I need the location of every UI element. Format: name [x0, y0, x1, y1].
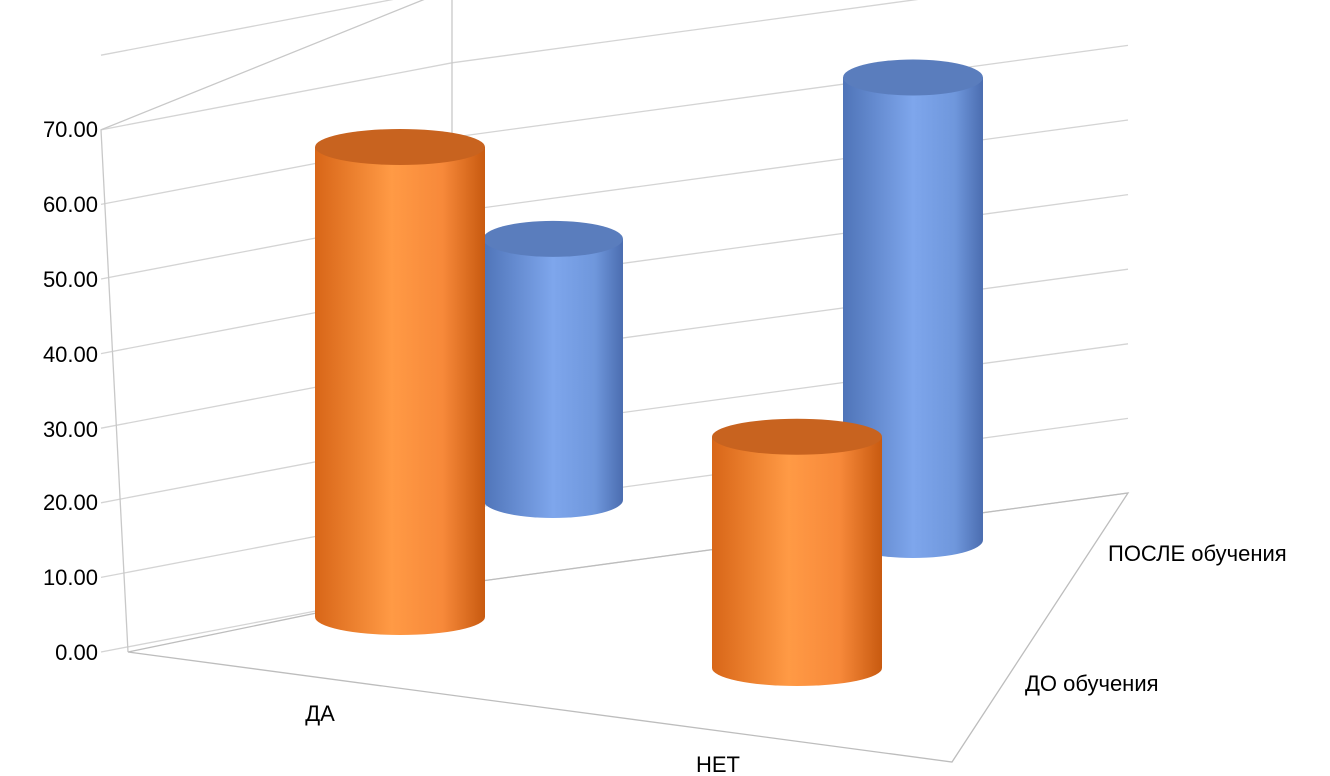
left-wall-edge [100, 0, 425, 653]
x-axis-categories: ДА НЕТ [305, 701, 740, 776]
y-tick-label: 20.00 [43, 490, 98, 515]
y-tick-label: 10.00 [43, 565, 98, 590]
y-tick-label: 30.00 [43, 417, 98, 442]
y-tick-label: 50.00 [43, 267, 98, 292]
bar-top [712, 418, 882, 455]
depth-axis-series-labels: ДО обучения ПОСЛЕ обучения [1025, 541, 1287, 696]
back-gridline [451, 0, 919, 64]
series-label-after: ПОСЛЕ обучения [1108, 541, 1287, 566]
bar-0-0 [315, 129, 485, 635]
y-tick-label: 0.00 [55, 640, 98, 665]
bar-top [843, 59, 983, 96]
y-tick-label: 70.00 [43, 117, 98, 142]
series-label-before: ДО обучения [1025, 671, 1159, 696]
bar-1-0 [483, 220, 623, 518]
bar-top [315, 129, 485, 166]
category-label-net: НЕТ [696, 752, 740, 776]
bar-top [483, 220, 623, 257]
bar-body [712, 436, 882, 686]
bar-group [315, 59, 983, 686]
bar-body [483, 238, 623, 518]
bar-0-1 [712, 418, 882, 686]
back-gridline [451, 44, 1129, 139]
bar-body [315, 147, 485, 635]
side-gridline [100, 62, 453, 131]
back-gridline [451, 119, 1129, 213]
y-axis-ticks: 0.00 10.00 20.00 30.00 40.00 50.00 60.00… [43, 117, 98, 665]
side-gridline [100, 0, 394, 56]
y-tick-label: 60.00 [43, 192, 98, 217]
category-label-da: ДА [305, 701, 335, 726]
y-tick-label: 40.00 [43, 342, 98, 367]
